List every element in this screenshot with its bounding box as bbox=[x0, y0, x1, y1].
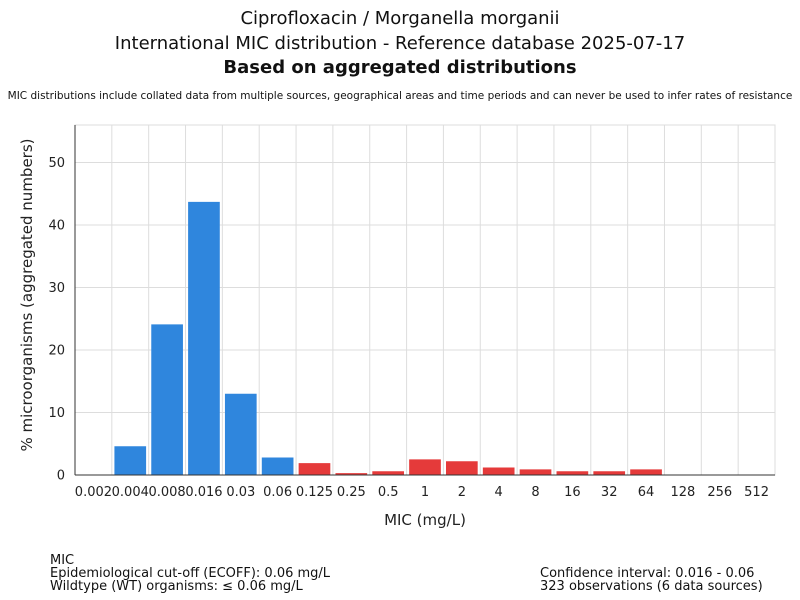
x-tick-label: 0.125 bbox=[296, 485, 333, 500]
x-tick-label: 0.004 bbox=[112, 485, 149, 500]
chart-title-line3: Based on aggregated distributions bbox=[223, 57, 577, 78]
bar-0.03 bbox=[224, 393, 257, 475]
y-tick-label: 20 bbox=[48, 344, 65, 359]
x-tick-label: 0.06 bbox=[263, 485, 292, 500]
x-tick-label: 16 bbox=[564, 485, 581, 500]
x-tick-label: 64 bbox=[638, 485, 655, 500]
y-tick-label: 50 bbox=[48, 156, 65, 171]
x-tick-label: 1 bbox=[421, 485, 429, 500]
bar-64 bbox=[630, 469, 662, 475]
bar-0.125 bbox=[298, 463, 331, 475]
y-axis-title: % microorganisms (aggregated numbers) bbox=[18, 138, 36, 451]
x-tick-label: 2 bbox=[458, 485, 466, 500]
x-tick-label: 4 bbox=[495, 485, 503, 500]
bar-8 bbox=[519, 469, 552, 475]
bar-32 bbox=[593, 471, 626, 475]
bar-16 bbox=[556, 471, 589, 475]
y-tick-label: 10 bbox=[48, 406, 65, 421]
x-tick-label: 0.016 bbox=[185, 485, 222, 500]
footer-mic-label: MIC bbox=[50, 553, 75, 568]
footer-left: MIC Epidemiological cut-off (ECOFF): 0.0… bbox=[50, 554, 330, 593]
footer-ecoff: Epidemiological cut-off (ECOFF): 0.06 mg… bbox=[50, 566, 331, 581]
chart-title-line1: Ciprofloxacin / Morganella morganii bbox=[240, 8, 560, 29]
x-tick-label: 0.5 bbox=[378, 485, 399, 500]
bar-0.06 bbox=[261, 457, 294, 475]
bar-0.016 bbox=[188, 201, 220, 475]
bar-2 bbox=[446, 461, 478, 475]
x-tick-label: 256 bbox=[707, 485, 732, 500]
bar-0.25 bbox=[335, 473, 368, 475]
x-tick-label: 32 bbox=[601, 485, 618, 500]
x-tick-label: 8 bbox=[531, 485, 539, 500]
footer-right: Confidence interval: 0.016 - 0.06 323 ob… bbox=[540, 567, 763, 593]
chart-title-line2: International MIC distribution - Referen… bbox=[114, 33, 686, 54]
bar-1 bbox=[409, 459, 441, 475]
x-tick-label: 512 bbox=[744, 485, 769, 500]
y-tick-label: 0 bbox=[57, 469, 65, 484]
chart-subtitle: MIC distributions include collated data … bbox=[7, 90, 793, 102]
x-axis-title: MIC (mg/L) bbox=[384, 511, 466, 529]
y-tick-label: 30 bbox=[48, 281, 65, 296]
y-tick-label: 40 bbox=[48, 219, 65, 234]
x-tick-label: 0.002 bbox=[75, 485, 112, 500]
x-tick-label: 0.25 bbox=[337, 485, 366, 500]
footer-observations: 323 observations (6 data sources) bbox=[540, 579, 763, 594]
bar-0.004 bbox=[114, 446, 147, 475]
footer-confidence-interval: Confidence interval: 0.016 - 0.06 bbox=[540, 566, 755, 581]
bar-4 bbox=[482, 467, 515, 475]
footer-wildtype: Wildtype (WT) organisms: ≤ 0.06 mg/L bbox=[50, 579, 303, 594]
bar-0.008 bbox=[151, 324, 183, 475]
x-tick-label: 0.03 bbox=[226, 485, 255, 500]
bar-0.5 bbox=[372, 471, 404, 475]
x-tick-label: 128 bbox=[670, 485, 695, 500]
x-tick-label: 0.008 bbox=[148, 485, 185, 500]
